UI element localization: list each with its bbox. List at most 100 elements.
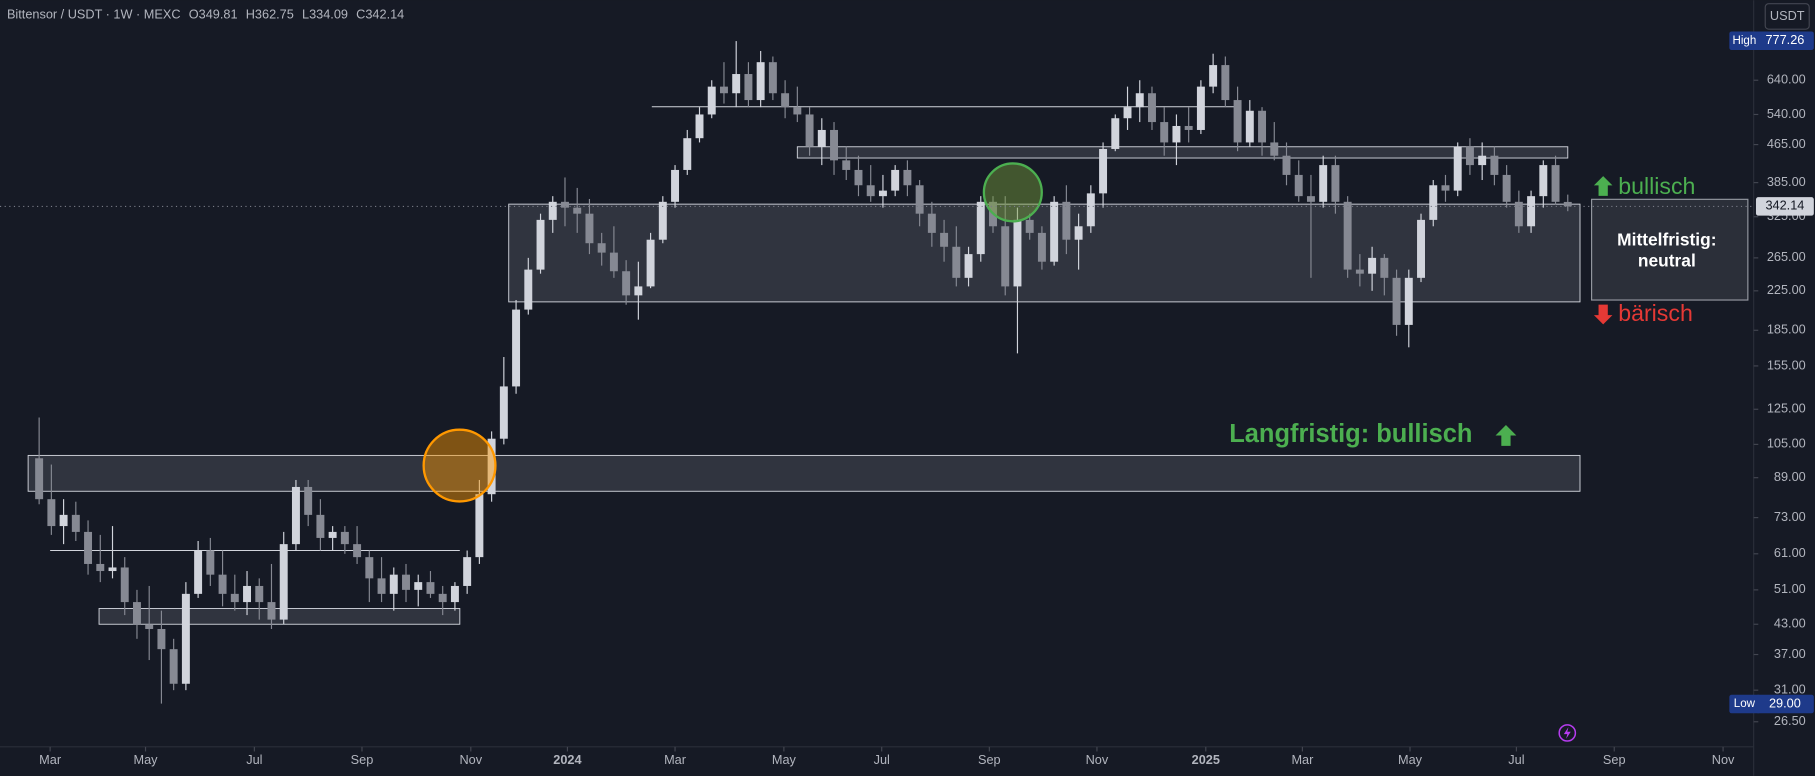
y-tick-label: 385.00 xyxy=(1767,174,1806,189)
candle-body xyxy=(1417,219,1425,278)
last-price-label: 342.14 xyxy=(1765,198,1804,213)
x-tick-label: 2024 xyxy=(553,752,581,767)
candle-body xyxy=(1074,226,1083,240)
candle-body xyxy=(499,386,508,439)
ohlc-letter: L xyxy=(302,7,309,22)
candle-body xyxy=(1111,118,1120,149)
candle-body xyxy=(1148,93,1156,123)
candle-body xyxy=(573,207,582,214)
y-tick-label: 31.00 xyxy=(1774,682,1806,697)
candle-body xyxy=(218,574,227,594)
candle-body xyxy=(1306,196,1315,202)
candle-body xyxy=(646,239,655,287)
candle-body xyxy=(426,582,435,594)
y-tick-label: 61.00 xyxy=(1774,545,1806,560)
y-tick-label: 465.00 xyxy=(1767,136,1806,151)
candle-body xyxy=(536,219,545,270)
candle-body xyxy=(1013,219,1022,287)
x-tick-label: 2025 xyxy=(1192,752,1220,767)
candle-body xyxy=(194,550,203,594)
y-tick-label: 26.50 xyxy=(1774,713,1806,728)
candle-body xyxy=(389,574,398,594)
candle-body xyxy=(683,138,692,170)
symbol-header: Bittensor / USDT · 1W · MEXC O349.81 H36… xyxy=(7,7,404,22)
annotation: bärisch xyxy=(1618,300,1693,326)
candle-body xyxy=(1514,201,1523,227)
ohlc-letter: O xyxy=(189,7,199,22)
candle-body xyxy=(71,514,80,532)
arrow-up-icon xyxy=(1593,176,1613,196)
candle-body xyxy=(585,213,594,244)
y-tick-label: 89.00 xyxy=(1774,469,1806,484)
event-icon-bolt xyxy=(1563,727,1571,739)
candle-body xyxy=(634,286,643,296)
candle-body xyxy=(1245,110,1254,143)
x-tick-label: Sep xyxy=(351,752,374,767)
price-zone xyxy=(98,608,461,625)
candle-body xyxy=(1270,142,1279,156)
candle-body xyxy=(487,438,496,495)
candle-body xyxy=(402,574,410,590)
candle-body xyxy=(1539,165,1548,197)
y-tick-label: 225.00 xyxy=(1767,282,1806,297)
candle-body xyxy=(230,593,239,603)
x-tick-label: Sep xyxy=(978,752,1001,767)
candle-body xyxy=(1123,107,1132,119)
candle-body xyxy=(732,74,741,94)
candle-body xyxy=(84,531,93,564)
candle-body xyxy=(145,624,154,629)
candle-body xyxy=(365,557,374,579)
ohlc-value: 342.14 xyxy=(365,7,404,22)
candle-body xyxy=(353,544,362,558)
arrow-down-icon xyxy=(1593,304,1613,325)
candle-body xyxy=(1527,196,1536,227)
candle-body xyxy=(1099,148,1108,194)
y-tick-label: 51.00 xyxy=(1774,581,1806,596)
candle-body xyxy=(291,486,300,545)
candle-body xyxy=(695,114,704,139)
candle-body xyxy=(279,544,288,620)
currency-button[interactable] xyxy=(1764,3,1810,30)
event-icon[interactable] xyxy=(1558,724,1577,742)
candle-body xyxy=(609,252,618,272)
candle-body xyxy=(1233,100,1242,143)
y-tick-label: 37.00 xyxy=(1774,646,1806,661)
candle-body xyxy=(744,74,753,101)
candle-body xyxy=(707,86,716,115)
y-tick-label: 640.00 xyxy=(1767,72,1806,87)
ohlc-letter: H xyxy=(246,7,255,22)
candle-body xyxy=(622,271,631,296)
candle-body xyxy=(132,602,141,625)
high-value-box xyxy=(1755,31,1814,51)
candle-body xyxy=(328,531,337,538)
low-label: Low xyxy=(1734,698,1756,710)
highlight-circle xyxy=(982,162,1043,223)
high-label-box xyxy=(1729,31,1761,51)
candle-body xyxy=(316,514,325,538)
currency-label[interactable]: USDT xyxy=(1770,8,1805,23)
candle-body xyxy=(1453,146,1462,191)
candle-body xyxy=(1441,185,1450,191)
highlight-circle xyxy=(422,428,497,503)
candle-body xyxy=(255,585,264,603)
candle-body xyxy=(1392,277,1401,325)
candle-body xyxy=(817,129,826,147)
annotation: neutral xyxy=(1638,250,1696,270)
candle-body xyxy=(1343,201,1352,270)
candle-body xyxy=(1465,146,1474,166)
x-tick-label: Sep xyxy=(1603,752,1626,767)
annotation-box xyxy=(1591,198,1749,301)
x-tick-label: May xyxy=(772,752,797,767)
x-tick-label: May xyxy=(1398,752,1423,767)
candle-body xyxy=(267,602,276,620)
price-zone xyxy=(27,454,1581,492)
x-tick-label: Nov xyxy=(1712,752,1735,767)
candle-body xyxy=(1319,165,1328,202)
candle-body xyxy=(866,185,875,197)
candle-body xyxy=(475,494,484,558)
candle-body xyxy=(768,62,777,94)
low-value-box xyxy=(1755,694,1814,714)
